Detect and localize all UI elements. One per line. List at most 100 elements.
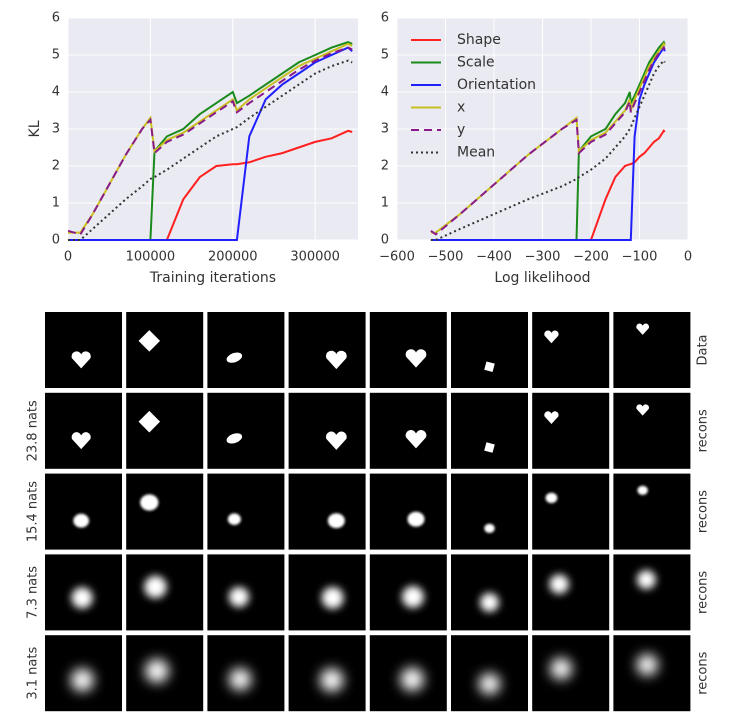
x-tick-label: 0 [684, 250, 692, 265]
shape [484, 523, 495, 533]
shape [484, 442, 495, 453]
image-cell [451, 392, 528, 469]
shape [325, 350, 347, 370]
shape [484, 361, 495, 373]
x-tick-label: −500 [428, 250, 464, 265]
image-cell [207, 312, 285, 388]
series-line [68, 42, 353, 234]
y-tick-label: 3 [381, 122, 389, 137]
shape [400, 667, 424, 691]
shape [636, 570, 656, 590]
image-cell [613, 392, 691, 469]
x-axis-label: Log likelihood [494, 270, 590, 286]
image-cell [613, 473, 691, 550]
shape [405, 349, 427, 368]
y-tick-label: 4 [381, 85, 389, 100]
shape [402, 586, 424, 608]
series-line [430, 45, 666, 236]
x-tick-label: −400 [476, 250, 512, 265]
shape [544, 411, 559, 425]
legend-label: Mean [457, 145, 495, 161]
y-tick-label: 0 [381, 233, 389, 248]
shape [71, 351, 91, 369]
series-line [68, 59, 353, 241]
y-tick-label: 2 [381, 159, 389, 174]
row-label: 3.1 nats [26, 647, 41, 700]
image-cell [126, 312, 204, 388]
image-cell [451, 635, 528, 712]
series-line [68, 46, 353, 236]
legend-label: Shape [457, 32, 501, 48]
row-label: 7.3 nats [26, 566, 41, 619]
y-axis-label: KL [27, 120, 43, 137]
image-cell [532, 473, 610, 550]
image-cell [451, 312, 528, 388]
x-tick-label: −300 [525, 250, 561, 265]
x-tick-label: 300000 [290, 250, 340, 265]
y-tick-label: 1 [52, 196, 60, 211]
shape [138, 330, 161, 352]
image-cell [45, 473, 122, 550]
shape [229, 668, 252, 691]
shape [140, 494, 159, 511]
image-cell [532, 392, 610, 469]
legend-label: Orientation [457, 77, 536, 93]
row-label: 23.8 nats [26, 400, 41, 461]
shape [325, 431, 347, 450]
shape [227, 513, 241, 525]
y-tick-label: 0 [52, 233, 60, 248]
image-cell [207, 473, 285, 550]
x-tick-label: −600 [379, 250, 415, 265]
shape [636, 404, 650, 416]
image-cell [369, 473, 447, 550]
shape [226, 433, 243, 444]
legend-label: y [457, 122, 465, 138]
shape [138, 410, 161, 433]
shape [320, 668, 344, 692]
row-tag: recons [696, 571, 711, 614]
image-cell [451, 554, 528, 631]
image-cell [288, 312, 366, 388]
x-tick-label: −100 [622, 250, 658, 265]
x-axis-label: Training iterations [149, 270, 276, 286]
y-tick-label: 1 [381, 196, 389, 211]
shape [636, 323, 650, 335]
x-tick-label: 100000 [126, 250, 176, 265]
shape [637, 485, 648, 495]
image-cell [532, 312, 610, 388]
shape [228, 586, 249, 607]
shape [327, 513, 345, 529]
image-cell [45, 312, 122, 388]
x-tick-label: 0 [64, 250, 72, 265]
shape [144, 575, 167, 599]
y-tick-label: 6 [381, 11, 389, 26]
shape [73, 513, 90, 528]
image-cell [288, 392, 366, 469]
shape [545, 492, 558, 504]
image-cell [288, 473, 366, 550]
image-cell [126, 392, 204, 469]
row-tag: recons [696, 490, 711, 533]
shape [407, 511, 425, 527]
image-cell [613, 312, 691, 388]
row-tag: recons [696, 409, 711, 452]
shape [480, 593, 499, 612]
shape [70, 668, 94, 692]
shape [636, 654, 658, 676]
shape [321, 586, 344, 609]
row-tag: Data [696, 334, 711, 365]
shape [550, 657, 572, 680]
row-label: 15.4 nats [26, 481, 41, 542]
y-tick-label: 6 [52, 11, 60, 26]
image-cell [207, 392, 285, 469]
image-cell [451, 473, 528, 550]
y-tick-label: 2 [52, 159, 60, 174]
shape [549, 574, 569, 594]
row-tag: recons [696, 651, 711, 694]
y-tick-label: 5 [381, 48, 389, 63]
image-cell [532, 554, 610, 631]
x-tick-label: 200000 [208, 250, 258, 265]
y-tick-label: 5 [52, 48, 60, 63]
series-line [430, 45, 666, 241]
